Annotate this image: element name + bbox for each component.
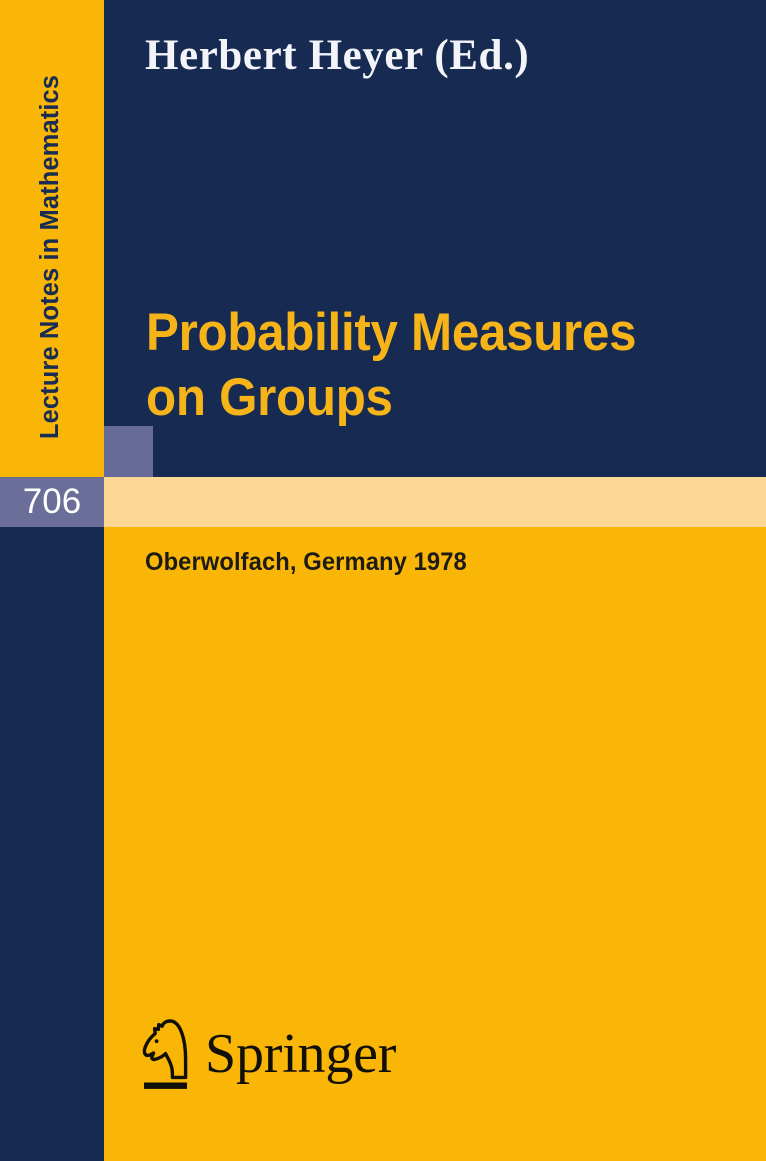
author-name: Herbert Heyer (Ed.) [145, 32, 530, 79]
book-title: Probability Measures on Groups [146, 300, 704, 430]
series-title-vertical: Lecture Notes in Mathematics [35, 74, 64, 440]
book-title-line-1: Probability Measures [146, 303, 637, 362]
front-amber-block [104, 527, 766, 1161]
springer-knight-icon [139, 1013, 199, 1093]
front-navy-block [104, 0, 766, 477]
publisher-logo: Springer [139, 1013, 399, 1099]
spine-top-amber-block [0, 0, 104, 477]
conference-location-year: Oberwolfach, Germany 1978 [145, 548, 467, 576]
cream-divider-band [104, 477, 766, 527]
publisher-name: Springer [205, 1023, 397, 1085]
book-title-line-2: on Groups [146, 368, 393, 427]
spine-bottom-navy-block [0, 527, 104, 1161]
spine-column: 706 Lecture Notes in Mathematics [0, 0, 104, 1161]
series-volume-number: 706 [22, 482, 82, 521]
spine-volume-band [0, 477, 104, 527]
accent-square [104, 426, 153, 477]
front-panel: Herbert Heyer (Ed.) Probability Measures… [104, 0, 766, 1161]
